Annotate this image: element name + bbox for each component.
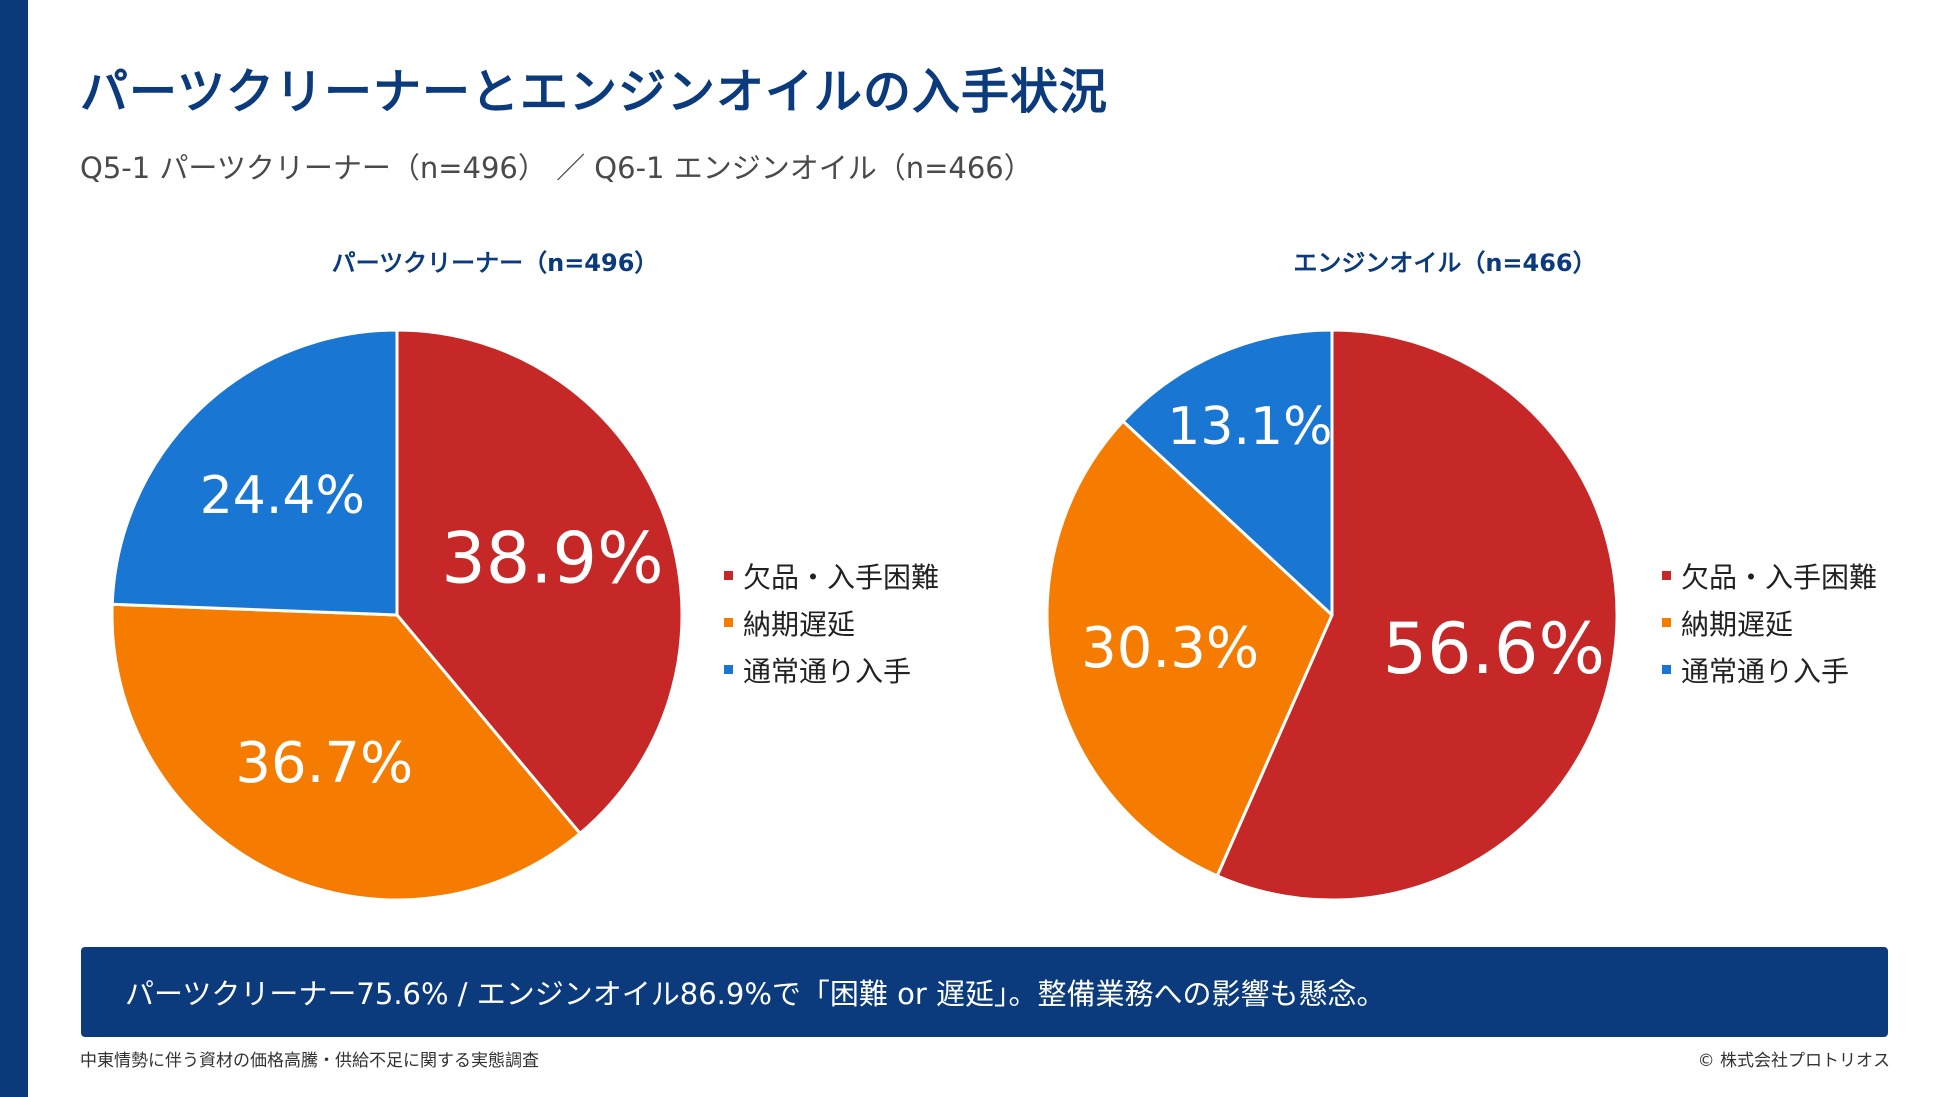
slice-delay: [1045, 419, 1334, 878]
legend-swatch-delay: [1662, 618, 1671, 627]
left-accent-bar: [0, 0, 28, 1097]
label-shortage: 56.6%: [1383, 608, 1605, 690]
slice-shortage: [1215, 328, 1619, 902]
legend-item-shortage: 欠品・入手困難: [1662, 552, 1877, 599]
slice-normal: [110, 328, 399, 617]
page-subtitle: Q5-1 パーツクリーナー（n=496） ／ Q6-1 エンジンオイル（n=46…: [80, 151, 1033, 185]
chart-title-engine-oil: エンジンオイル（n=466）: [1293, 249, 1597, 277]
label-delay: 30.3%: [1081, 616, 1259, 681]
legend-item-shortage: 欠品・入手困難: [724, 552, 939, 599]
pie-chart-engine-oil: 56.6% 30.3% 13.1%: [1045, 328, 1619, 902]
label-normal: 24.4%: [200, 466, 365, 526]
legend-label: 欠品・入手困難: [743, 560, 940, 594]
legend-swatch-normal: [1662, 665, 1671, 674]
legend-label: 納期遅延: [1681, 607, 1794, 641]
legend-label: 通常通り入手: [1681, 654, 1850, 688]
legend-item-normal: 通常通り入手: [1662, 646, 1877, 693]
slice-shortage: [395, 328, 684, 835]
label-normal: 13.1%: [1167, 397, 1332, 457]
label-shortage: 38.9%: [441, 518, 663, 600]
legend-label: 納期遅延: [743, 607, 856, 641]
legend-parts-cleaner: 欠品・入手困難 納期遅延 通常通り入手: [724, 552, 939, 693]
legend-item-normal: 通常通り入手: [724, 646, 939, 693]
summary-banner: パーツクリーナー75.6% / エンジンオイル86.9%で「困難 or 遅延」。…: [81, 947, 1888, 1037]
legend-engine-oil: 欠品・入手困難 納期遅延 通常通り入手: [1662, 552, 1877, 693]
label-delay: 36.7%: [235, 731, 413, 796]
slice-normal: [1121, 328, 1334, 617]
legend-label: 通常通り入手: [743, 654, 912, 688]
legend-item-delay: 納期遅延: [1662, 599, 1877, 646]
pie-chart-parts-cleaner: 38.9% 36.7% 24.4%: [110, 328, 684, 902]
legend-label: 欠品・入手困難: [1681, 560, 1878, 594]
page-title: パーツクリーナーとエンジンオイルの入手状況: [80, 64, 1109, 120]
slice-delay: [110, 602, 582, 902]
footer-source: 中東情勢に伴う資材の価格高騰・供給不足に関する実態調査: [80, 1051, 539, 1071]
chart-title-parts-cleaner: パーツクリーナー（n=496）: [331, 249, 659, 277]
legend-swatch-normal: [724, 665, 733, 674]
legend-swatch-delay: [724, 618, 733, 627]
legend-swatch-shortage: [724, 571, 733, 580]
footer-copyright: © 株式会社プロトリオス: [1697, 1051, 1890, 1071]
legend-swatch-shortage: [1662, 571, 1671, 580]
summary-banner-text: パーツクリーナー75.6% / エンジンオイル86.9%で「困難 or 遅延」。…: [125, 977, 1386, 1011]
legend-item-delay: 納期遅延: [724, 599, 939, 646]
